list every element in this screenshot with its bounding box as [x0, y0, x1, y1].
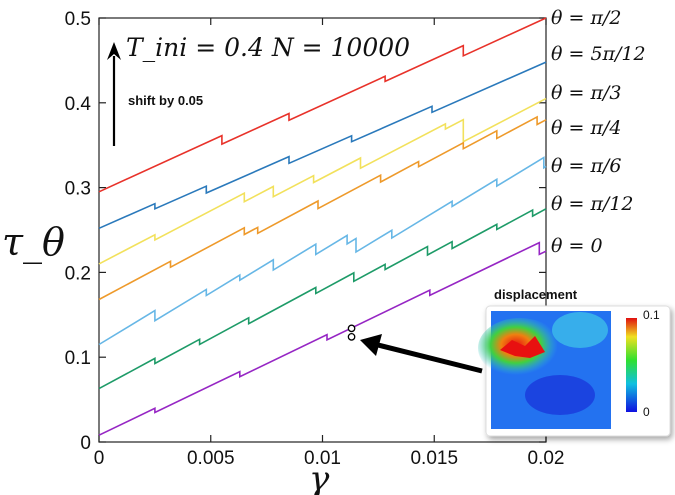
y-tick-label: 0.3: [65, 179, 91, 200]
y-tick-label: 0.5: [65, 9, 91, 30]
colorbar-min-label: 0: [643, 405, 650, 419]
x-axis-label: γ: [309, 459, 330, 495]
axis-ticks: 0 0.005 0.01 0.015 0.02 0 0.1 0.2 0.3 0.4 0.5: [65, 9, 565, 469]
x-tick-label: 0: [94, 448, 105, 469]
y-tick-label: 0.1: [65, 348, 91, 369]
inset-title: displacement: [494, 287, 578, 302]
series-line-1: [98, 61, 547, 230]
shift-arrow-head: [107, 42, 121, 60]
series-line-0: [98, 17, 547, 193]
series-label-5: θ = π/12: [551, 193, 634, 215]
annotation-title: T_ini = 0.4 N = 10000: [126, 33, 410, 62]
marker-top: [347, 324, 356, 333]
y-tick-label: 0: [80, 433, 91, 454]
y-axis-label: τ_θ: [2, 220, 65, 265]
inset-panel: displacement 0.1 0: [478, 287, 671, 437]
series-labels: θ = π/2 θ = 5π/12 θ = π/3 θ = π/4 θ = π/6 θ =…: [551, 7, 646, 257]
y-tick-label: 0.2: [65, 263, 91, 284]
series-line-6: [98, 241, 547, 436]
x-tick-label: 0.005: [187, 448, 235, 469]
header-annotation: T_ini = 0.4 N = 10000 shift by 0.05: [107, 33, 410, 146]
marked-point-group: [347, 324, 356, 341]
series-label-0: θ = π/2: [551, 7, 621, 29]
y-tick-label: 0.4: [65, 94, 92, 115]
series-line-5: [98, 208, 547, 390]
series-label-4: θ = π/6: [551, 155, 621, 177]
series-line-4: [98, 156, 547, 346]
series-label-6: θ = 0: [551, 235, 603, 257]
series-line-2: [98, 97, 547, 265]
series-label-2: θ = π/3: [551, 82, 621, 104]
series-label-1: θ = 5π/12: [551, 43, 646, 65]
series-lines: [98, 17, 547, 436]
series-line-3: [98, 115, 547, 301]
arrow-to-inset: [360, 334, 483, 374]
colorbar: [626, 318, 637, 412]
x-tick-label: 0.01: [304, 448, 341, 469]
x-tick-label: 0.02: [528, 448, 565, 469]
marker-bottom: [347, 332, 356, 341]
x-tick-label: 0.015: [410, 448, 458, 469]
colorbar-max-label: 0.1: [643, 308, 660, 322]
shift-note: shift by 0.05: [128, 93, 203, 108]
plot-frame: [98, 17, 547, 443]
series-label-3: θ = π/4: [551, 117, 621, 139]
